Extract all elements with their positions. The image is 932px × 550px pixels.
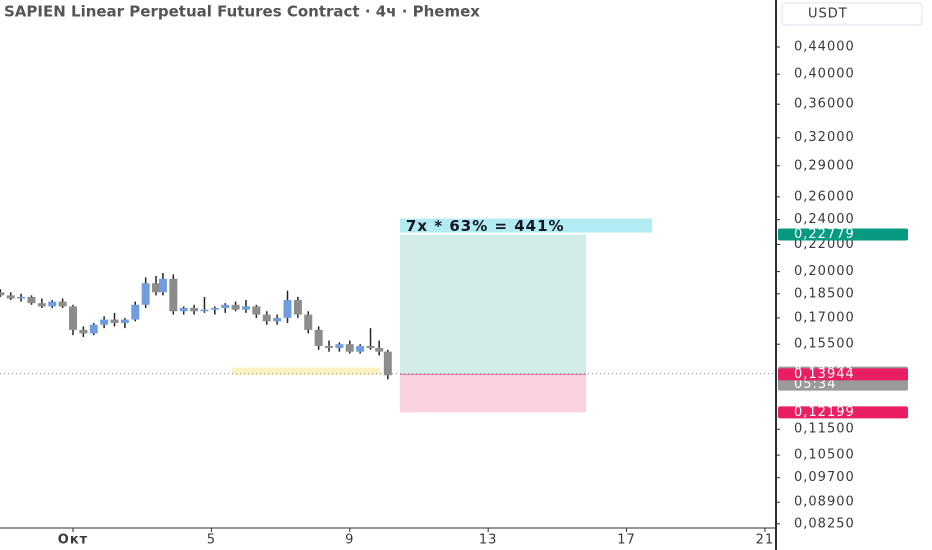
candle-body [37, 303, 46, 307]
candle-body [314, 329, 323, 347]
candle-body [48, 301, 57, 307]
candle-body [345, 344, 354, 352]
y-tick-label: 0,26000 [794, 189, 855, 204]
candle-body [283, 300, 292, 318]
candle-body [252, 306, 261, 315]
price-label: 0,22779 [794, 227, 855, 242]
y-tick-label: 0,10500 [794, 448, 855, 463]
y-tick-label: 0,24000 [794, 212, 855, 227]
candle-body [190, 308, 199, 312]
currency: USDT [808, 7, 848, 22]
candle-body [356, 346, 365, 352]
y-tick-label: 0,29000 [794, 158, 855, 173]
candle-body [110, 319, 119, 323]
countdown: 05:34 [794, 377, 836, 392]
candle-body [375, 347, 384, 352]
price-label: 0,12199 [794, 405, 855, 420]
x-tick-label: Окт [58, 533, 88, 548]
candle-body [152, 283, 161, 293]
candle-body [304, 314, 313, 330]
highlight-zone [232, 367, 380, 376]
candle-body [27, 296, 36, 304]
price-label-box [778, 406, 908, 419]
candle-body [179, 308, 188, 312]
price-label: 0,13944 [794, 367, 855, 382]
candle-body [169, 278, 178, 312]
x-tick-label: 5 [207, 533, 216, 548]
x-tick-label: 9 [345, 533, 354, 548]
candle-body [335, 344, 344, 348]
y-tick-label: 0,17000 [794, 310, 855, 325]
loss-zone [399, 374, 587, 413]
candle-body [89, 324, 98, 334]
profit-zone [399, 234, 587, 375]
y-tick-label: 0,11500 [794, 422, 855, 437]
y-tick-label: 0,08900 [794, 495, 855, 510]
candle-body [158, 278, 167, 293]
y-tick-label: 0,09700 [794, 470, 855, 485]
candle-body [231, 304, 240, 310]
y-tick-label: 0,15500 [794, 337, 855, 352]
candle-body [383, 351, 392, 376]
annotation: 7x * 63% = 441% [406, 217, 565, 235]
candle-body [141, 283, 150, 305]
x-tick-label: 17 [617, 533, 636, 548]
y-tick-label: 0,40000 [794, 67, 855, 82]
candle-body [273, 317, 282, 322]
annotation-box [399, 218, 652, 233]
price-label-box [778, 368, 908, 381]
plot-area: 7x * 63% = 441% [0, 217, 776, 413]
x-tick-label: 21 [756, 533, 775, 548]
candle-body [366, 346, 375, 348]
candle-body [293, 300, 302, 315]
y-tick-label: 0,44000 [794, 40, 855, 55]
candle-body [100, 319, 109, 325]
candle-body [262, 314, 271, 322]
candle-body [325, 346, 334, 348]
y-tick-label: 0,22000 [794, 237, 855, 252]
chart-title: SAPIEN Linear Perpetual Futures Contract… [4, 3, 480, 21]
candle-body [68, 306, 77, 330]
y-tick-label: 0,32000 [794, 130, 855, 145]
y-tick-label: 0,08250 [794, 516, 855, 531]
candle-body [221, 304, 230, 309]
candle-body [0, 292, 5, 296]
y-tick-label: 0,36000 [794, 97, 855, 112]
candle-body [17, 296, 26, 299]
x-tick-label: 13 [479, 533, 498, 548]
candle-body [200, 309, 209, 312]
candle-body [241, 306, 250, 310]
candle-body [79, 329, 88, 334]
candle-body [210, 308, 219, 310]
currency-box[interactable] [781, 2, 923, 26]
candle-body [58, 301, 67, 307]
candle-body [131, 304, 140, 320]
candle-body [120, 319, 129, 323]
y-tick-label: 0,20000 [794, 264, 855, 279]
candle-body [6, 295, 15, 299]
y-tick-label: 0,18500 [794, 286, 855, 301]
price-label-box [778, 228, 908, 241]
